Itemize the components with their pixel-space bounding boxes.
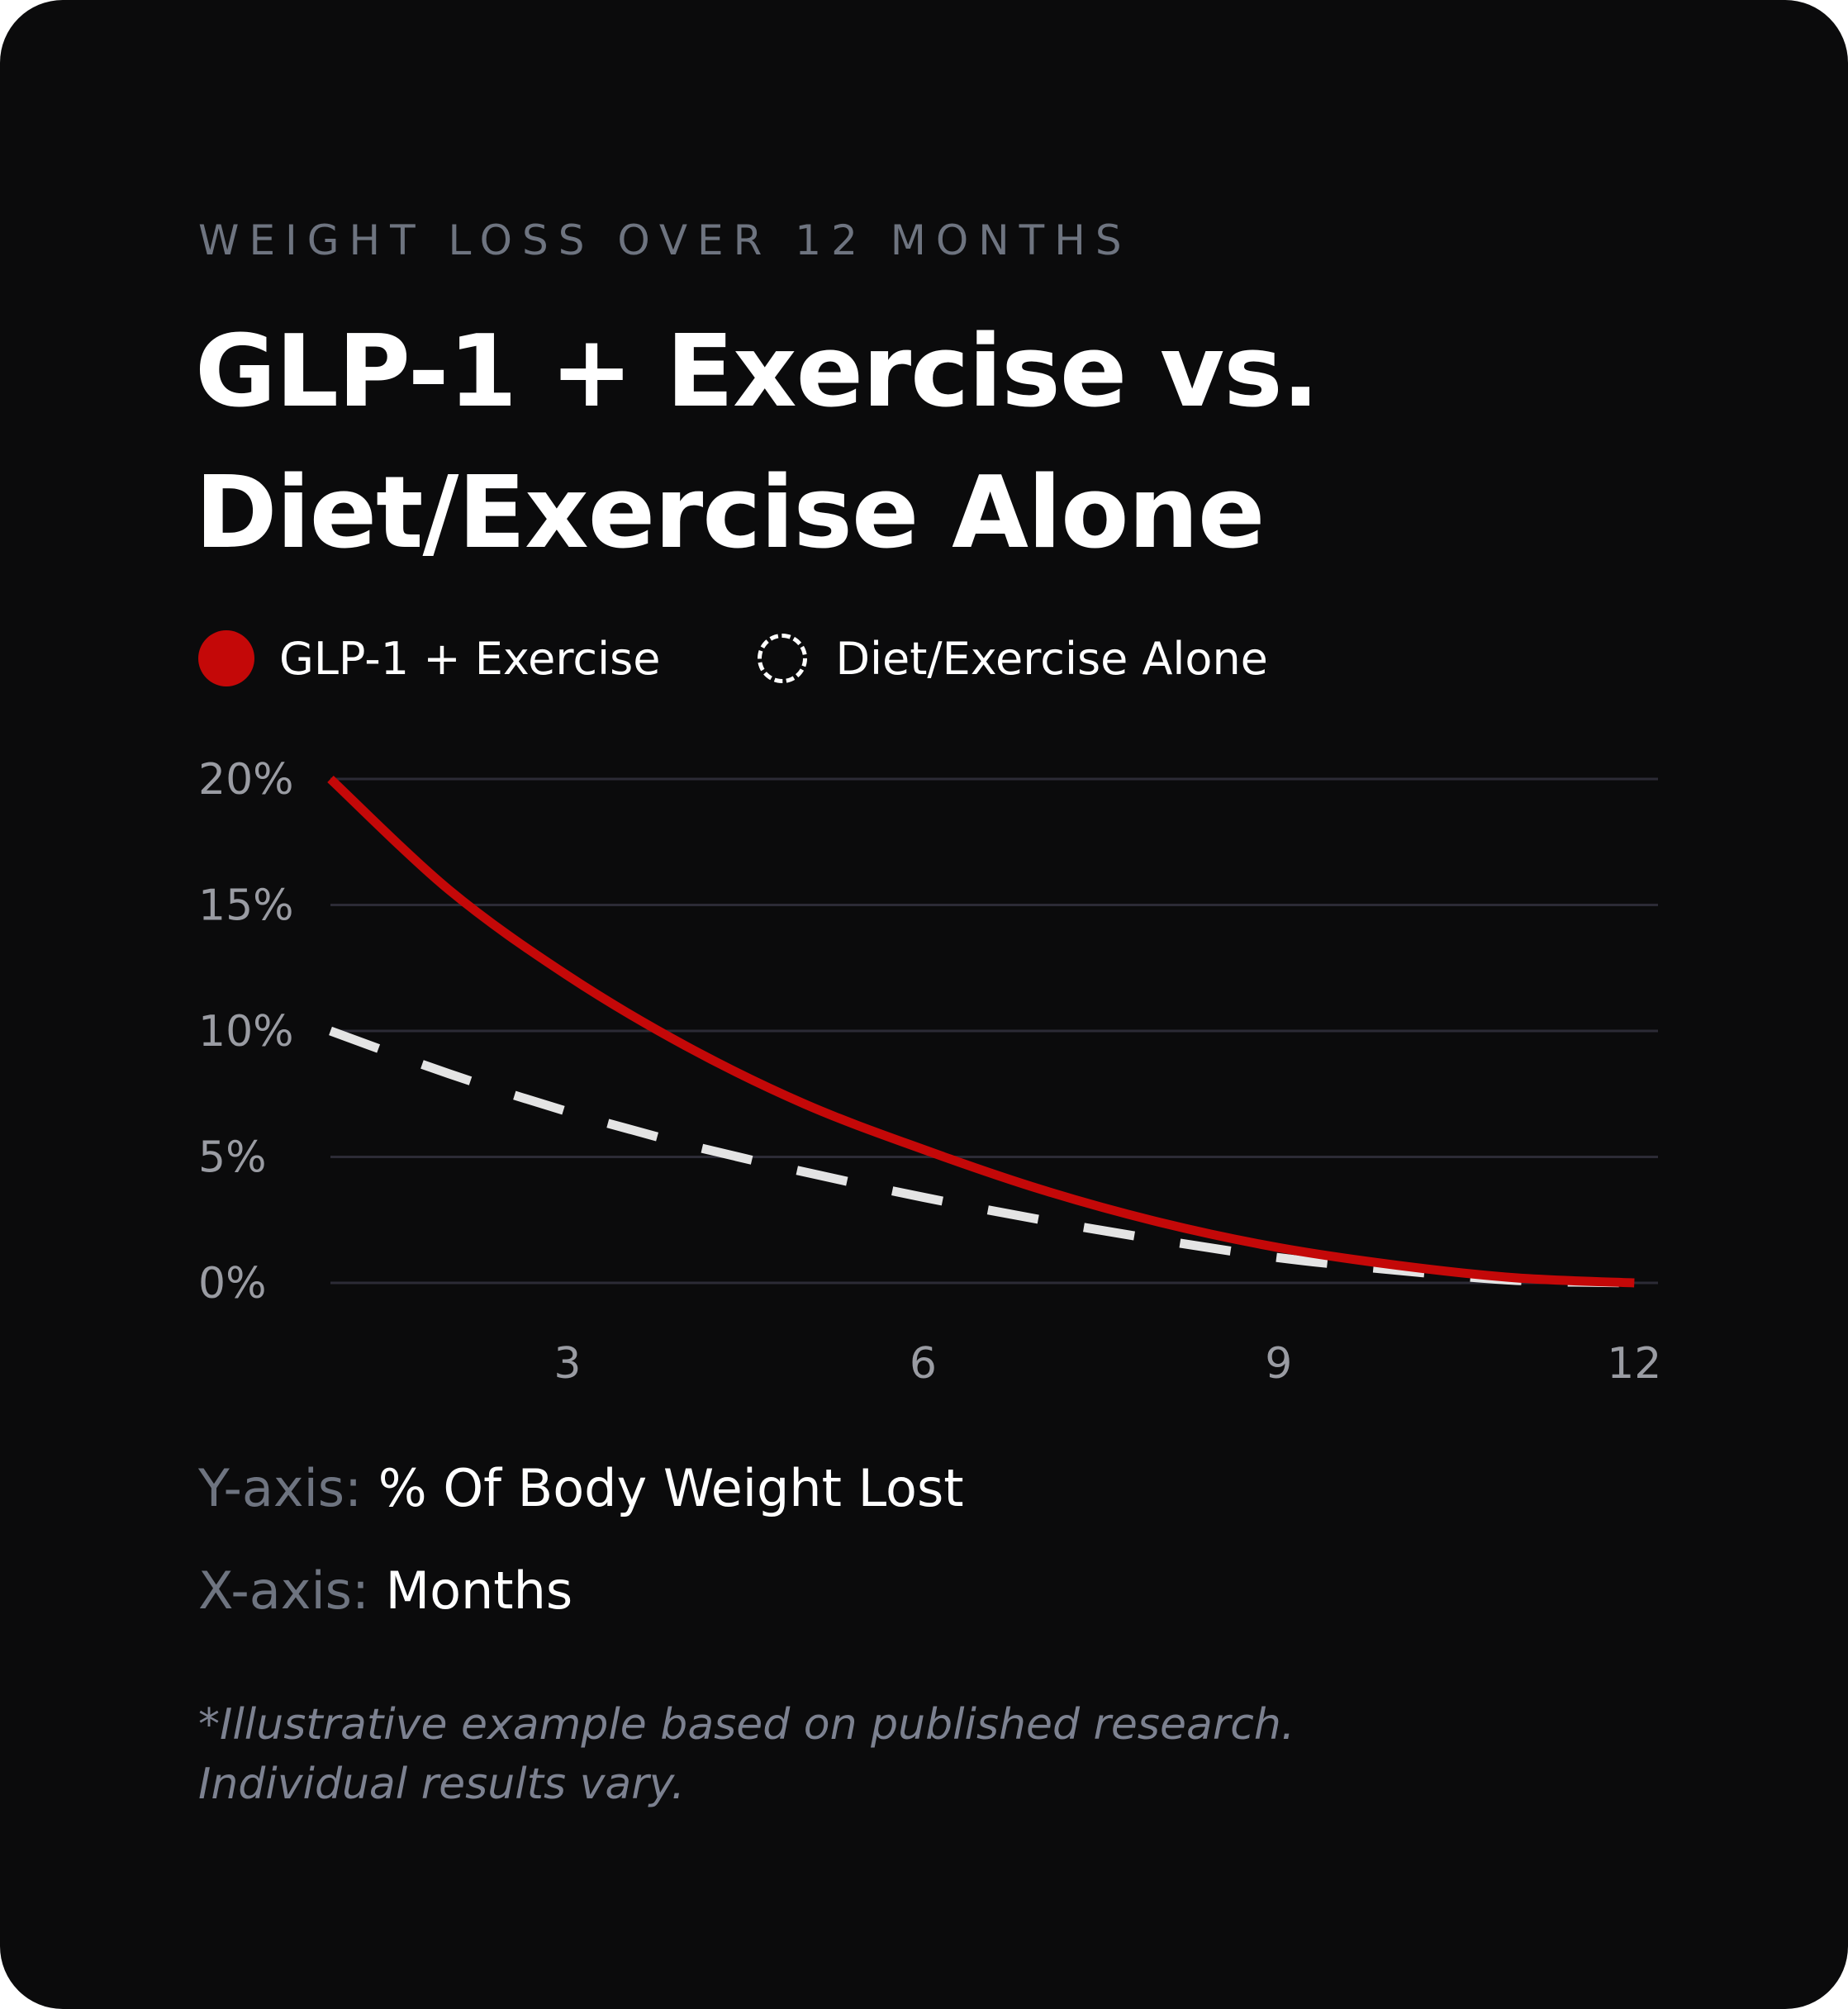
chart-title-line-2: Diet/Exercise Alone (195, 456, 1265, 571)
x-tick-labels: 3 6 9 12 (553, 1339, 1661, 1389)
y-axis-caption: Y-axis: % Of Body Weight Lost (198, 1458, 964, 1518)
footnote-line-1: *Illustrative example based on published… (198, 1700, 1295, 1750)
dashed-circle-icon (758, 634, 808, 683)
x-tick-label: 6 (910, 1339, 937, 1389)
legend: GLP-1 + Exercise Diet/Exercise Alone (198, 629, 1366, 687)
y-axis-caption-key: Y-axis: (198, 1458, 362, 1518)
chart-eyebrow: WEIGHT LOSS OVER 12 MONTHS (198, 216, 1132, 264)
series-lines (327, 775, 1635, 1288)
x-tick-label: 3 (553, 1339, 581, 1389)
legend-label-diet: Diet/Exercise Alone (835, 632, 1268, 685)
footnote-line-2: Individual results vary. (198, 1760, 685, 1809)
y-tick-label: 0% (198, 1259, 267, 1308)
legend-item-glp1: GLP-1 + Exercise (198, 630, 660, 686)
y-tick-label: 15% (198, 881, 294, 931)
x-axis-caption: X-axis: Months (198, 1560, 572, 1621)
legend-label-glp1: GLP-1 + Exercise (279, 632, 661, 685)
y-tick-label: 20% (198, 755, 294, 805)
y-tick-label: 5% (198, 1133, 267, 1183)
x-tick-label: 12 (1607, 1339, 1661, 1389)
y-tick-labels: 0% 5% 10% 15% 20% (198, 755, 294, 1308)
y-tick-label: 10% (198, 1007, 294, 1057)
legend-item-diet: Diet/Exercise Alone (758, 632, 1268, 685)
x-axis-caption-value: Months (385, 1560, 573, 1621)
chart-title: GLP-1 + Exercise vs. Diet/Exercise Alone (195, 302, 1599, 584)
gridlines (330, 777, 1658, 1285)
footnote: *Illustrative example based on published… (198, 1695, 1295, 1814)
x-axis-caption-key: X-axis: (198, 1560, 369, 1621)
y-axis-caption-value: % Of Body Weight Lost (378, 1458, 964, 1518)
series-line-diet (329, 1026, 1635, 1288)
x-tick-label: 9 (1265, 1339, 1292, 1389)
line-chart: 0% 5% 10% 15% 20% 3 6 9 12 (198, 755, 1661, 1389)
solid-circle-icon (198, 630, 254, 686)
chart-title-line-1: GLP-1 + Exercise vs. (195, 315, 1319, 430)
series-line-glp1 (327, 775, 1635, 1288)
